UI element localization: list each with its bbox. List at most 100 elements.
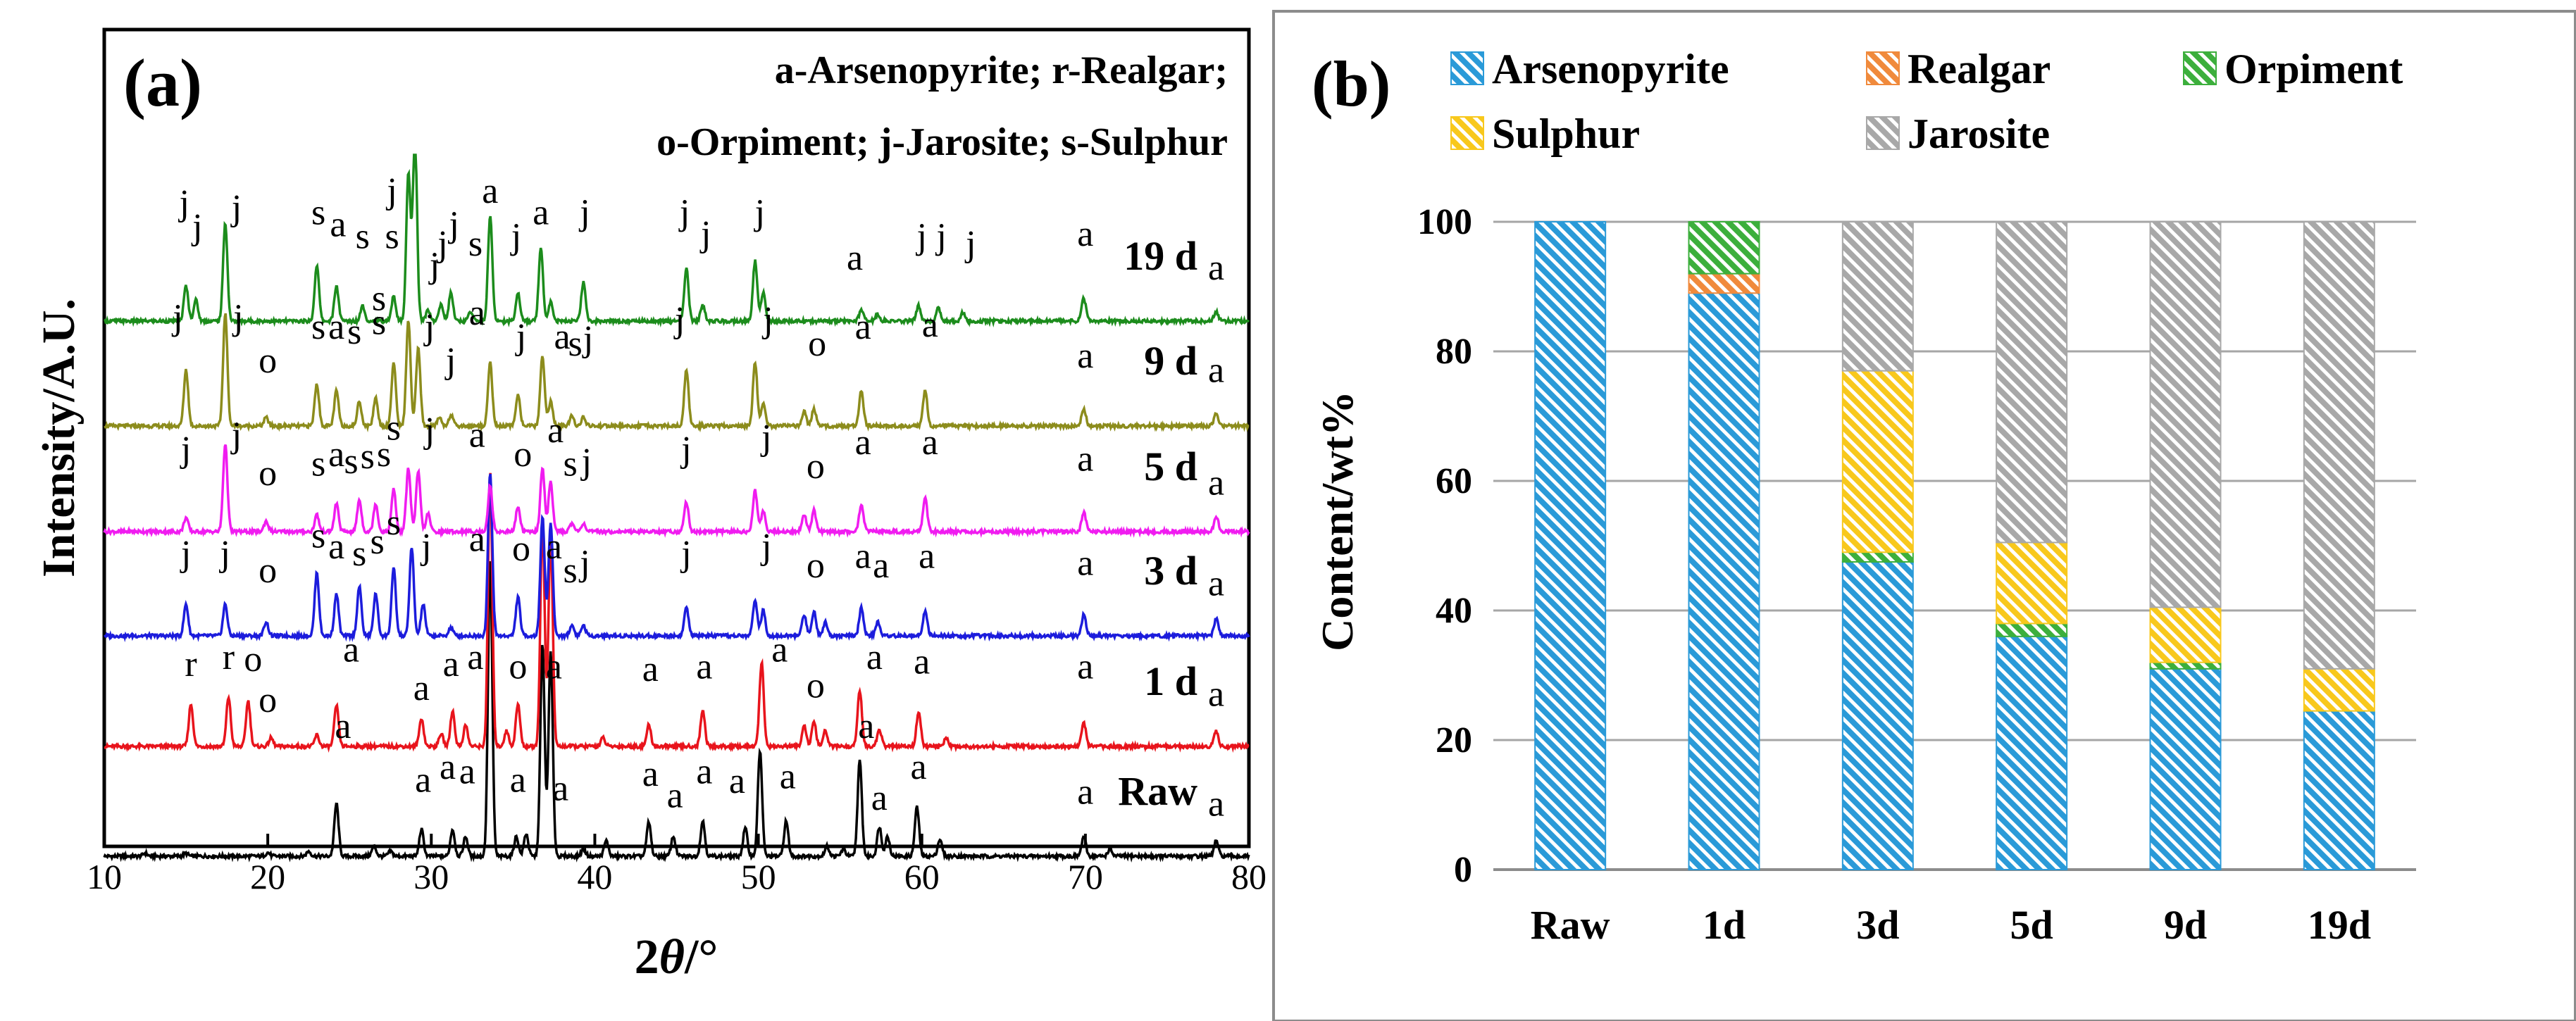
peak-label: a	[729, 761, 745, 801]
legend-label-orpiment: Orpiment	[2225, 46, 2403, 92]
peak-label: s	[311, 193, 325, 233]
peak-label: a	[459, 752, 475, 792]
xrd-patterns	[103, 154, 1250, 863]
legend: Arsenopyrite Realgar Orpiment Sulphur Jarosi…	[1450, 46, 2403, 157]
bar-segment-jarosite-9d	[2149, 221, 2222, 608]
peak-label: s	[356, 217, 370, 257]
peak-label: s	[387, 408, 401, 448]
panel-b: 0 20 40 60 80 100 Raw 1d 3d 5d 9d 19d Arsenopyrite…	[1272, 10, 2576, 1021]
peak-label: a	[855, 422, 871, 463]
peak-label: s	[352, 534, 366, 574]
peak-label: j	[180, 534, 191, 574]
peak-label: s	[311, 444, 325, 484]
peak-label: a	[911, 747, 927, 787]
pattern-label-3d: 3 d	[1144, 548, 1197, 594]
bar-segment-jarosite-5d	[1996, 221, 2068, 544]
peak-label: a	[328, 434, 344, 475]
x-axis-ticks: 10 20 30 40 50 60 70 80	[87, 834, 1267, 896]
peak-label: a	[440, 747, 456, 787]
peak-label: o	[807, 666, 825, 706]
peak-label: j	[699, 214, 711, 254]
peak-label: o	[259, 551, 277, 591]
peak-label: s	[387, 503, 401, 543]
category-label: 1d	[1703, 902, 1746, 948]
y-tick-label: 80	[1436, 332, 1472, 372]
panel-a-label: (a)	[123, 45, 202, 120]
peak-label: o	[807, 546, 825, 586]
bar-segment-orpiment-5d	[1996, 622, 2068, 637]
pattern-label-9d: 9 d	[1144, 338, 1197, 384]
peak-label: j	[673, 300, 685, 340]
peak-label: s	[385, 217, 399, 257]
legend-swatch-realgar	[1866, 51, 1900, 85]
peak-label: o	[512, 529, 530, 569]
legend-label-arsenopyrite: Arsenopyrite	[1492, 46, 1729, 92]
peak-label: s	[347, 312, 361, 352]
peak-label: a	[343, 630, 359, 670]
legend-swatch-sulphur	[1450, 116, 1484, 150]
peak-label: j	[428, 245, 440, 285]
legend-label-sulphur: Sulphur	[1492, 111, 1640, 157]
bar-segment-arsenopyrite-3d	[1841, 561, 1914, 870]
category-label: 9d	[2164, 902, 2207, 948]
peak-label: s	[372, 302, 386, 342]
peak-label: j	[423, 411, 435, 451]
bar-segment-jarosite-19d	[2303, 221, 2375, 670]
peak-label: a	[1077, 214, 1093, 254]
bar-segment-jarosite-3d	[1841, 221, 1914, 372]
peak-label: j	[219, 534, 230, 574]
x-axis-label-unit: /°	[684, 930, 718, 984]
peak-label: a	[873, 546, 889, 586]
peak-label: a	[855, 536, 871, 576]
bar-segment-realgar-1d	[1688, 273, 1760, 294]
bar-segment-orpiment-1d	[1688, 221, 1760, 275]
peak-label: j	[935, 217, 946, 257]
peak-label: j	[964, 224, 976, 264]
peak-label: a	[847, 238, 863, 278]
peak-label: s	[568, 324, 582, 364]
peak-label: j	[178, 183, 189, 223]
x-axis-label-theta: θ	[659, 930, 685, 984]
xrd-trace-5d	[103, 444, 1250, 539]
peak-label: j	[578, 544, 590, 584]
peak-label: r	[185, 644, 197, 684]
x-tick-label: 50	[741, 857, 776, 896]
y-tick-label: 40	[1436, 591, 1472, 631]
category-label: 3d	[1856, 902, 1899, 948]
peak-label: a	[533, 193, 549, 233]
peak-label: o	[259, 341, 277, 381]
peak-label: r	[223, 637, 235, 677]
legend-swatch-jarosite	[1866, 116, 1900, 150]
peak-label: a	[866, 637, 883, 677]
bar-segment-arsenopyrite-raw	[1534, 221, 1607, 870]
peak-label: a	[1077, 336, 1093, 376]
x-tick-label: 20	[250, 857, 285, 896]
peak-label: o	[514, 434, 532, 475]
peak-label: a	[667, 776, 683, 816]
bar-segment-arsenopyrite-5d	[1996, 635, 2068, 870]
bar-segment-arsenopyrite-19d	[2303, 710, 2375, 870]
peak-label: j	[760, 418, 771, 458]
x-tick-label: 60	[904, 857, 940, 896]
pattern-labels: Raw 1 d 3 d 5 d 9 d 19 d	[1118, 233, 1197, 814]
pattern-label-19d: 19 d	[1124, 233, 1197, 279]
peak-label: a	[1077, 646, 1093, 687]
peak-label: j	[510, 217, 521, 257]
peak-label: j	[385, 171, 397, 211]
peak-label: a	[642, 754, 659, 794]
x-axis-categories: Raw 1d 3d 5d 9d 19d	[1531, 902, 2371, 948]
legend-line-1: a-Arsenopyrite; r-Realgar;	[775, 49, 1228, 92]
peak-label: j	[515, 317, 526, 357]
peak-label: a	[335, 706, 351, 746]
peak-label: a	[1208, 248, 1224, 288]
peak-label: a	[467, 637, 483, 677]
bar-segment-arsenopyrite-9d	[2149, 668, 2222, 870]
peak-label: j	[578, 193, 590, 233]
peak-label: a	[919, 536, 935, 576]
category-label: Raw	[1531, 902, 1610, 948]
pattern-label-1d: 1 d	[1144, 658, 1197, 704]
peak-label: s	[468, 224, 483, 264]
peak-label: j	[754, 193, 765, 233]
category-label: 19d	[2308, 902, 2371, 948]
